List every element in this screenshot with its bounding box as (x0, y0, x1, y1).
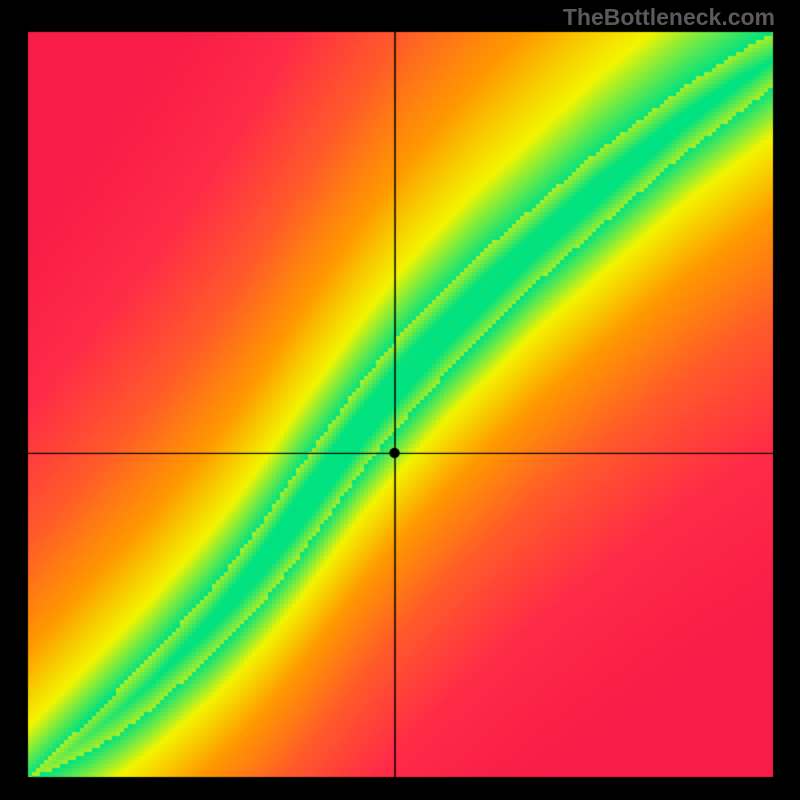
bottleneck-heatmap (0, 0, 800, 800)
chart-wrapper: { "meta": { "watermark": "TheBottleneck.… (0, 0, 800, 800)
watermark-text: TheBottleneck.com (563, 4, 775, 31)
